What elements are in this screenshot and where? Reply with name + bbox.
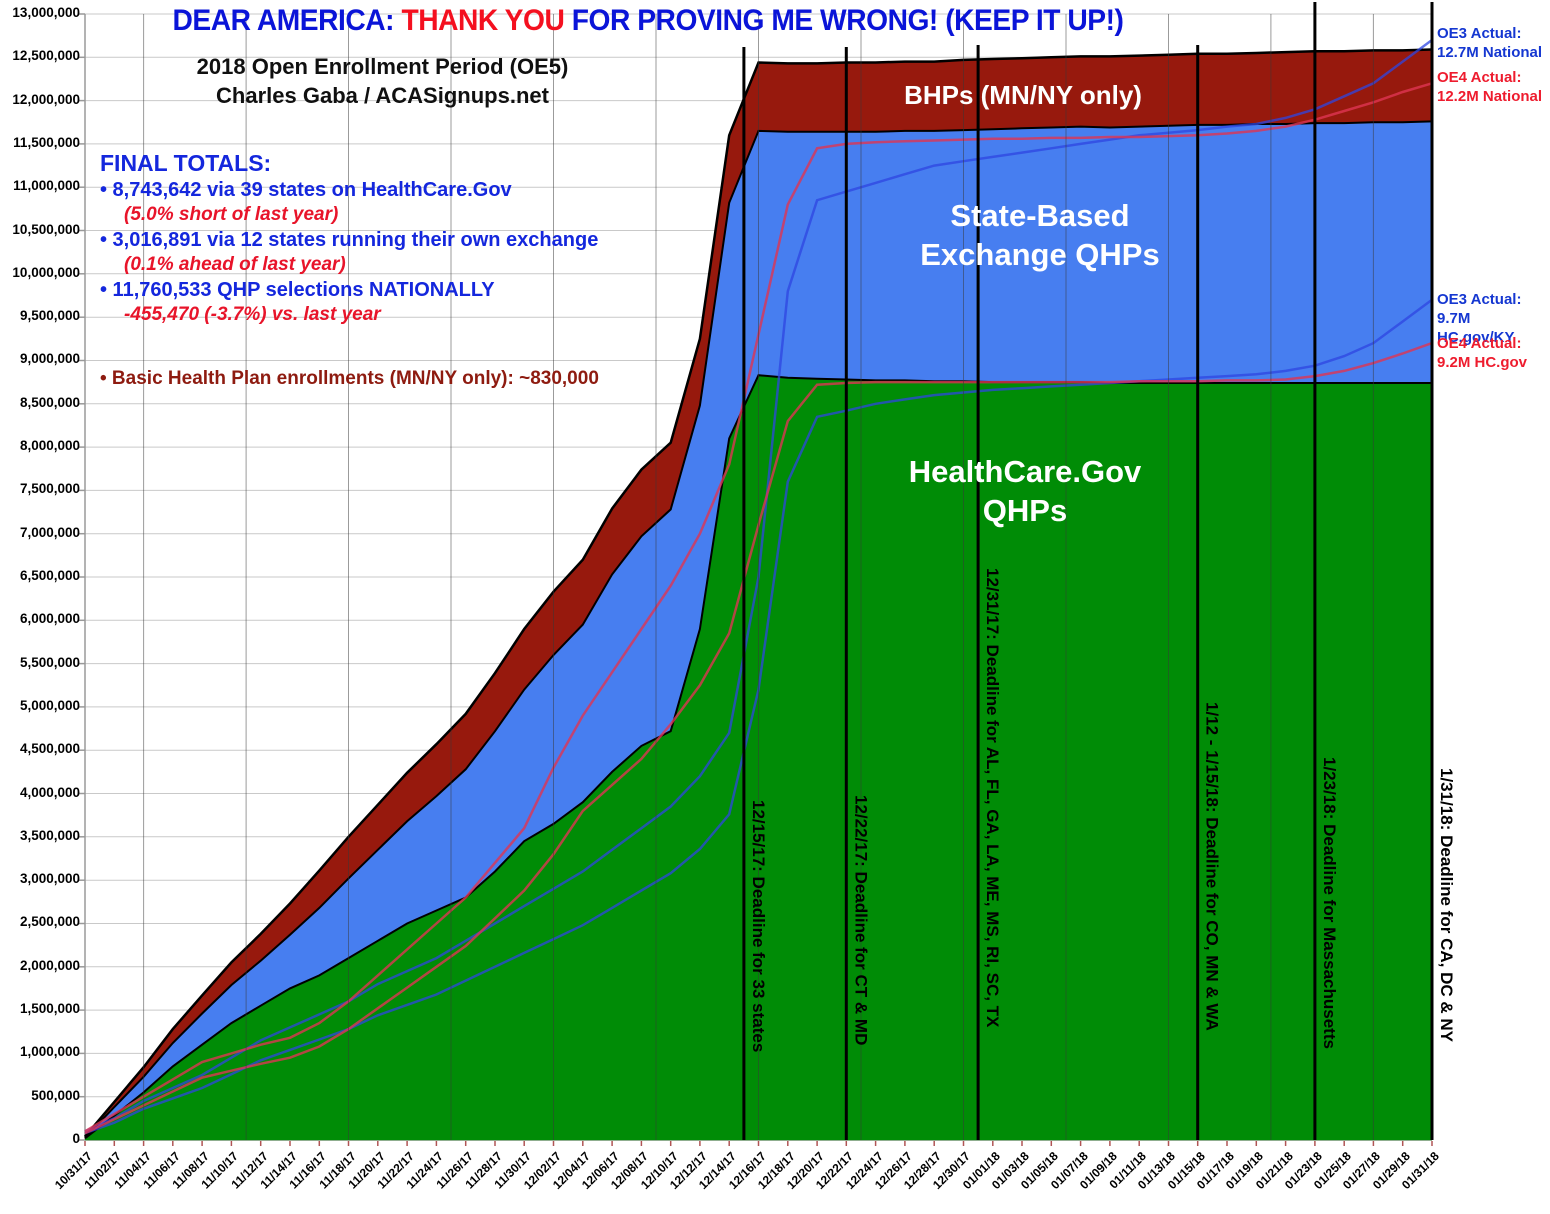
subtitle-line-1: 2018 Open Enrollment Period (OE5): [196, 54, 569, 79]
area-label-state-based-line2: Exchange QHPs: [920, 237, 1160, 272]
area-label-healthcare-gov-line1: HealthCare.Gov: [908, 454, 1142, 489]
deadline-line-label: 1/12 - 1/15/18: Deadline for CO, MN & WA: [1202, 702, 1222, 1031]
final-totals-heading: FINAL TOTALS:: [100, 150, 272, 176]
area-label-state-based: State-Based Exchange QHPs: [880, 196, 1200, 274]
y-axis-tick-label: 12,000,000: [12, 91, 80, 107]
y-axis-tick-label: 6,500,000: [19, 568, 80, 583]
title-part: FOR PROVING ME WRONG! (KEEP IT UP!): [571, 4, 1124, 37]
area-label-healthcare-gov-line2: QHPs: [982, 493, 1068, 528]
actual-annotation: OE3 Actual: 12.7M National: [1437, 25, 1543, 61]
y-axis-tick-label: 8,500,000: [19, 394, 80, 410]
deadline-line-label: 12/31/17: Deadline for AL, FL, GA, LA, M…: [983, 568, 1003, 1028]
actual-annotation: OE3 Actual: 9.7M HC.gov/KY: [1437, 291, 1522, 346]
y-axis-tick-label: 500,000: [31, 1087, 80, 1103]
y-axis-tick-label: 1,000,000: [19, 1044, 80, 1060]
y-axis-tick-label: 4,000,000: [19, 784, 80, 800]
y-axis-tick-label: 10,500,000: [12, 221, 80, 237]
final-totals-list: • 8,743,642 via 39 states on HealthCare.…: [100, 178, 700, 328]
y-axis-tick-label: 11,500,000: [13, 134, 80, 150]
chart-subtitle: 2018 Open Enrollment Period (OE5) Charle…: [95, 52, 670, 110]
title-part: THANK YOU: [401, 4, 572, 37]
y-axis-tick-label: 4,500,000: [19, 741, 80, 757]
totals-item: • 3,016,891 via 12 states running their …: [100, 229, 599, 251]
bhp-note: • Basic Health Plan enrollments (MN/NY o…: [100, 368, 599, 389]
totals-item-comparison: (5.0% short of last year): [124, 204, 339, 225]
y-axis-tick-label: 6,000,000: [19, 611, 80, 627]
y-axis-tick-label: 9,000,000: [19, 351, 80, 367]
y-axis-tick-label: 8,000,000: [19, 438, 80, 454]
y-axis-tick-label: 5,500,000: [19, 654, 80, 670]
area-label-healthcare-gov: HealthCare.Gov QHPs: [865, 452, 1185, 530]
y-axis-tick-label: 10,000,000: [12, 264, 80, 280]
totals-item: • 11,760,533 QHP selections NATIONALLY: [100, 279, 495, 301]
y-axis-tick-label: 7,500,000: [19, 481, 80, 497]
y-axis-tick-label: 12,500,000: [12, 48, 80, 64]
y-axis-tick-label: 9,500,000: [19, 308, 80, 324]
deadline-line-label: 12/15/17: Deadline for 33 states: [748, 800, 768, 1053]
y-axis-tick-label: 13,000,000: [12, 5, 80, 20]
actual-annotation: OE4 Actual: 12.2M National: [1437, 69, 1543, 105]
y-axis-tick-label: 2,500,000: [19, 914, 80, 930]
area-label-bhp: BHPs (MN/NY only): [904, 80, 1142, 110]
actual-annotation: OE4 Actual: 9.2M HC.gov: [1437, 335, 1528, 371]
area-label-state-based-line1: State-Based: [950, 198, 1130, 233]
y-axis-tick-label: 7,000,000: [19, 524, 80, 540]
y-axis-tick-label: 3,000,000: [19, 871, 80, 887]
chart-title: DEAR AMERICA: THANK YOU FOR PROVING ME W…: [122, 4, 1175, 38]
subtitle-line-2: Charles Gaba / ACASignups.net: [216, 83, 549, 108]
y-axis-tick-label: 2,000,000: [19, 957, 80, 973]
y-axis-tick-label: 1,500,000: [19, 1001, 80, 1017]
title-part: DEAR AMERICA:: [172, 4, 402, 37]
totals-item-comparison: -455,470 (-3.7%) vs. last year: [124, 304, 381, 325]
y-axis-tick-label: 3,500,000: [19, 827, 80, 843]
y-axis-tick-label: 0: [72, 1131, 80, 1146]
y-axis-tick-label: 5,000,000: [19, 697, 80, 713]
totals-item-comparison: (0.1% ahead of last year): [124, 254, 346, 275]
totals-item: • 8,743,642 via 39 states on HealthCare.…: [100, 179, 512, 201]
deadline-line-label: 1/23/18: Deadline for Massachusetts: [1319, 757, 1339, 1049]
deadline-line-label: 1/31/18: Deadline for CA, DC & NY: [1437, 768, 1456, 1042]
y-axis-tick-label: 11,000,000: [13, 178, 80, 194]
deadline-line-label: 12/22/17: Deadline for CT & MD: [851, 795, 871, 1046]
